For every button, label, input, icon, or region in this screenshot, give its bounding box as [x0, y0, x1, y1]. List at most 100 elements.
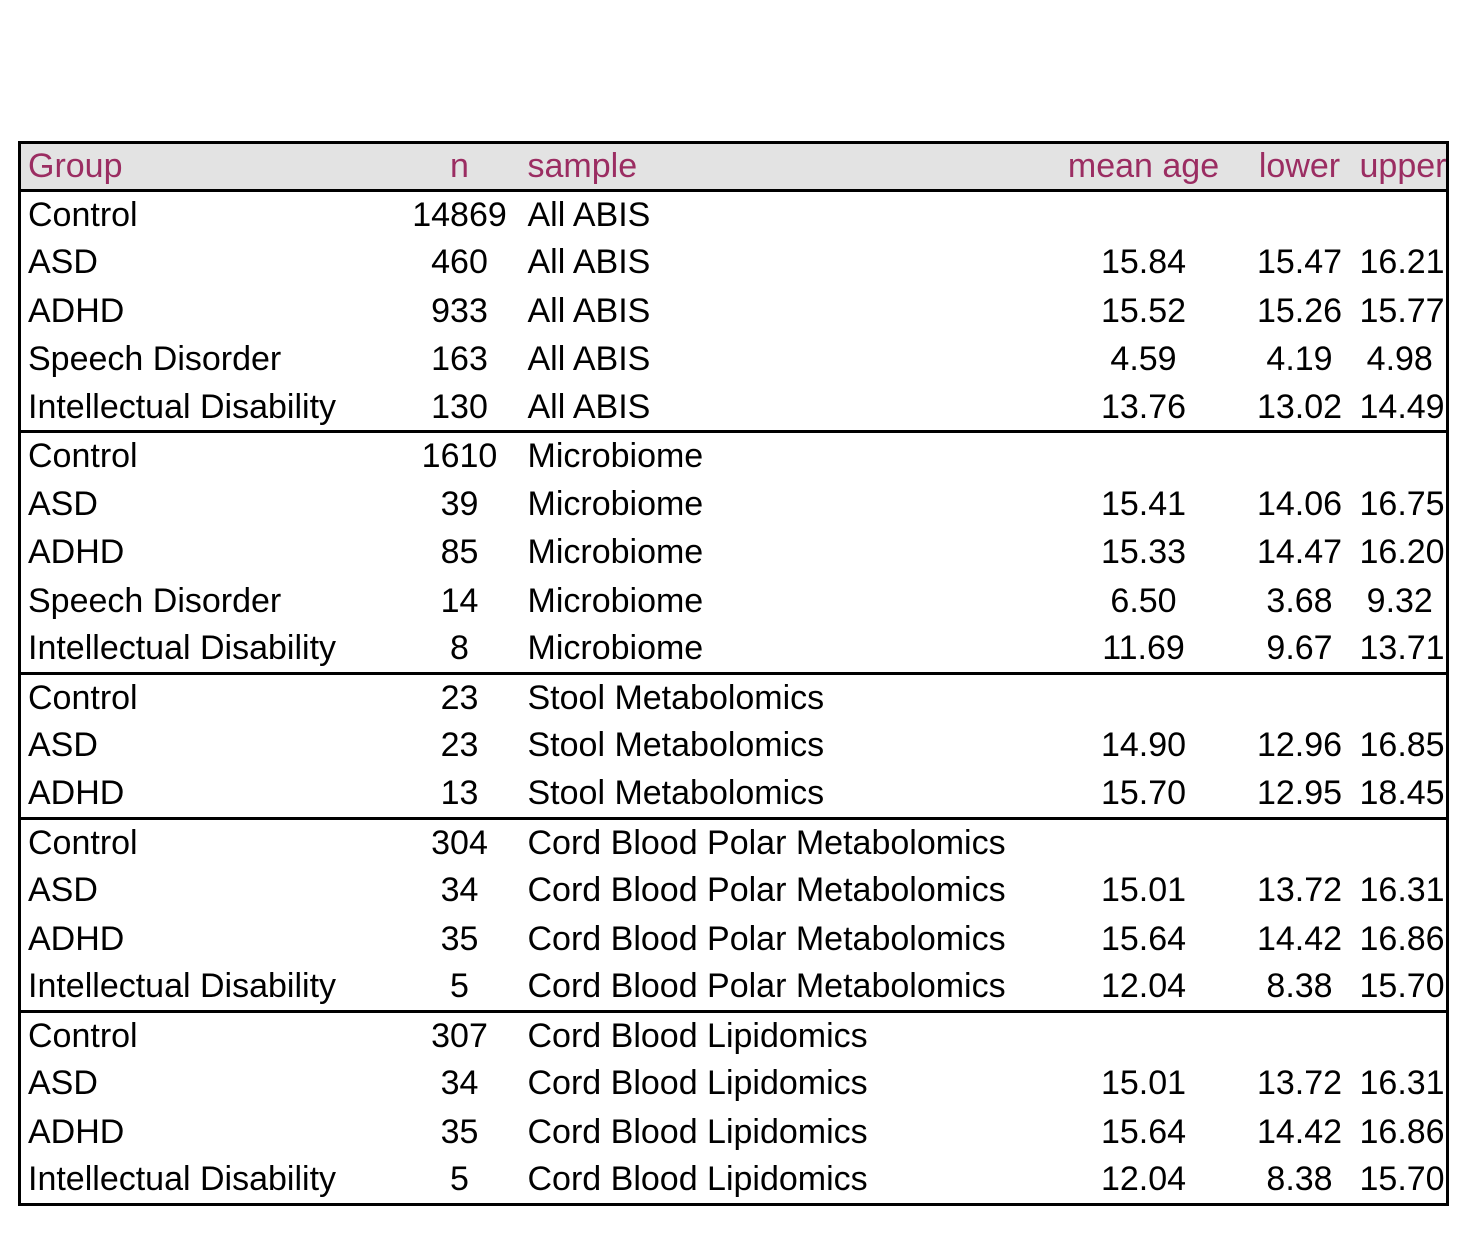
- cell-lower: 14.06: [1256, 484, 1343, 523]
- cell-upper: 16.86: [1353, 914, 1449, 964]
- cell-upper: 16.85: [1353, 721, 1449, 771]
- table-row: Control 304 Cord Blood Polar Metabolomics: [18, 818, 1449, 867]
- cell-group: Control: [18, 818, 400, 867]
- cell-lower: 8.38: [1245, 1156, 1354, 1207]
- table-row: ASD 34 Cord Blood Lipidomics 15.01 13.72 16.3…: [18, 1059, 1449, 1109]
- cell-mean-age: 15.64: [1100, 1112, 1187, 1151]
- table-row: Speech Disorder 14 Microbiome 6.50 3.68 9.32: [18, 576, 1449, 626]
- cell-sample: Cord Blood Polar Metabolomics: [527, 823, 1006, 862]
- cell-mean-age: [1042, 818, 1246, 866]
- table-row: ADHD 933 All ABIS 15.52 15.26 15.77: [18, 287, 1449, 336]
- cell-n: 23: [440, 678, 479, 717]
- table-row: ADHD 35 Cord Blood Polar Metabolomics 15.64…: [18, 914, 1449, 964]
- cell-group: Speech Disorder: [18, 335, 400, 384]
- cell-group: ASD: [18, 866, 400, 915]
- cell-group: Intellectual Disability: [18, 383, 400, 434]
- cell-group: Control: [18, 1011, 400, 1060]
- header-lower: lower: [1245, 141, 1354, 192]
- cell-lower: [1246, 432, 1354, 480]
- cell-n: 933: [431, 291, 488, 330]
- cell-lower: 15.47: [1256, 243, 1343, 282]
- cell-mean-age: 4.59: [1110, 340, 1177, 379]
- cell-group: Intellectual Disability: [18, 625, 400, 675]
- cell-group: Control: [18, 190, 400, 239]
- cell-lower: 13.72: [1256, 871, 1343, 910]
- cell-upper: [1353, 1011, 1449, 1060]
- cell-mean-age: 15.41: [1100, 484, 1187, 523]
- cell-n: 460: [431, 243, 488, 282]
- cell-lower: 15.26: [1256, 291, 1343, 330]
- table-row: Control 23 Stool Metabolomics: [18, 673, 1449, 722]
- data-table-container: Group n sample mean age lower upper Cont…: [18, 141, 1449, 1207]
- cell-mean-age: 15.01: [1100, 871, 1187, 910]
- cell-n: 14869: [412, 195, 507, 234]
- cell-upper: 16.20: [1353, 528, 1449, 577]
- cell-mean-age: [1042, 673, 1246, 721]
- cell-upper: 16.86: [1353, 1108, 1449, 1157]
- cell-upper: 16.21: [1353, 238, 1449, 288]
- cell-mean-age: [1042, 432, 1246, 480]
- cell-upper: 15.70: [1353, 1156, 1449, 1207]
- cell-sample: Stool Metabolomics: [527, 726, 825, 765]
- cell-lower: 14.42: [1256, 1112, 1343, 1151]
- cell-n: 5: [399, 963, 520, 1014]
- table-row: ASD 34 Cord Blood Polar Metabolomics 15.01 1…: [18, 866, 1449, 915]
- cell-lower: [1246, 818, 1354, 866]
- cell-n: 34: [440, 871, 479, 910]
- table-row: Control 307 Cord Blood Lipidomics: [18, 1011, 1449, 1060]
- table-row: Intellectual Disability 5 Cord Blood Lipid…: [18, 1156, 1449, 1207]
- cell-sample: Cord Blood Polar Metabolomics: [527, 871, 1006, 910]
- cell-lower: 14.42: [1256, 919, 1343, 958]
- table-row: Control 1610 Microbiome: [18, 431, 1449, 481]
- header-group: Group: [18, 141, 400, 192]
- table-row: ASD 23 Stool Metabolomics 14.90 12.96 16.85: [18, 721, 1449, 771]
- cell-group: ADHD: [18, 914, 400, 964]
- cell-upper: 13.71: [1353, 625, 1449, 675]
- cell-n: 23: [440, 726, 479, 765]
- cell-sample: Stool Metabolomics: [527, 678, 825, 717]
- cell-mean-age: 12.04: [1041, 963, 1246, 1014]
- cell-lower: [1246, 1012, 1354, 1060]
- cell-lower: 3.68: [1266, 581, 1333, 620]
- cell-n: 14: [440, 581, 479, 620]
- cell-sample: All ABIS: [527, 291, 651, 330]
- cell-upper: [1353, 190, 1449, 239]
- cell-sample: Cord Blood Lipidomics: [519, 1156, 1042, 1207]
- cell-n: 1610: [421, 437, 498, 476]
- cell-upper: 15.77: [1353, 287, 1449, 336]
- table-row: ADHD 13 Stool Metabolomics 15.70 12.95 18.45: [18, 770, 1449, 820]
- header-sample: sample: [519, 141, 1042, 192]
- cell-upper: 15.70: [1353, 963, 1449, 1014]
- cell-sample: Cord Blood Lipidomics: [527, 1064, 868, 1103]
- cell-upper: 9.32: [1353, 576, 1449, 626]
- cell-sample: Microbiome: [527, 437, 704, 476]
- cell-mean-age: 15.52: [1100, 291, 1187, 330]
- cell-n: 307: [431, 1016, 488, 1055]
- cell-group: Intellectual Disability: [18, 1156, 400, 1207]
- cell-group: ASD: [18, 721, 400, 771]
- cell-upper: 14.49: [1353, 383, 1449, 434]
- table-row: Intellectual Disability 130 All ABIS 13.76 1…: [18, 383, 1449, 434]
- table-row: Control 14869 All ABIS: [18, 190, 1449, 239]
- cell-upper: [1353, 673, 1449, 722]
- cell-upper: 4.98: [1353, 335, 1449, 384]
- table-row: ASD 39 Microbiome 15.41 14.06 16.75: [18, 480, 1449, 529]
- cell-group: Speech Disorder: [18, 576, 400, 626]
- table-row: Intellectual Disability 8 Microbiome 11.69 9…: [18, 625, 1449, 675]
- cell-mean-age: 15.70: [1041, 770, 1246, 820]
- cell-upper: 18.45: [1353, 770, 1449, 820]
- cell-mean-age: 12.04: [1041, 1156, 1246, 1207]
- cell-sample: All ABIS: [527, 195, 651, 234]
- cell-mean-age: 14.90: [1100, 726, 1187, 765]
- cell-sample: Microbiome: [527, 484, 704, 523]
- header-mean-age: mean age: [1041, 141, 1246, 192]
- table-body: Control 14869 All ABIS ASD 460 All ABIS 15.84 1…: [18, 190, 1449, 1207]
- cell-mean-age: [1042, 1012, 1246, 1060]
- table-row: ADHD 85 Microbiome 15.33 14.47 16.20: [18, 528, 1449, 577]
- table-row: ASD 460 All ABIS 15.84 15.47 16.21: [18, 238, 1449, 288]
- header-n: n: [399, 141, 520, 192]
- cell-mean-age: 15.84: [1100, 243, 1187, 282]
- cell-upper: [1353, 431, 1449, 481]
- cell-sample: All ABIS: [519, 383, 1042, 434]
- cell-lower: 13.02: [1245, 383, 1354, 434]
